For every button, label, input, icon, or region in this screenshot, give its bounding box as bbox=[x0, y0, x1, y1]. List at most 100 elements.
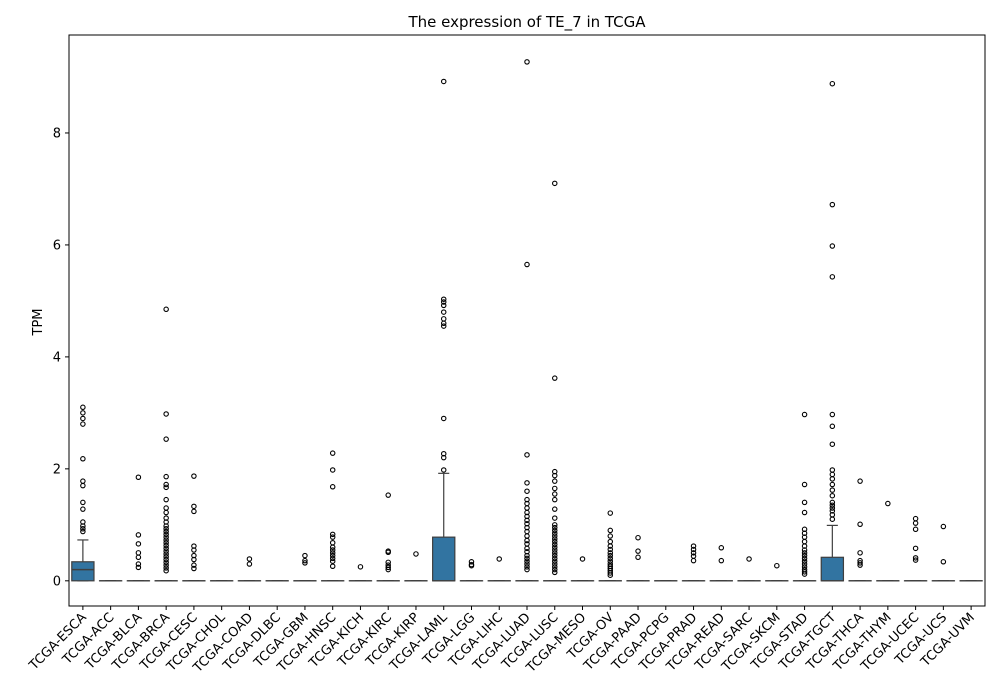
outlier-point bbox=[440, 415, 447, 422]
outlier-point bbox=[163, 306, 169, 313]
outlier-point bbox=[163, 528, 169, 535]
outlier-point bbox=[191, 562, 197, 568]
outlier-point bbox=[552, 566, 558, 573]
outlier-point bbox=[385, 549, 391, 556]
outlier-point bbox=[801, 547, 808, 553]
outlier-point bbox=[524, 488, 530, 494]
outlier-point bbox=[607, 546, 614, 553]
outlier-point bbox=[607, 552, 614, 559]
chart-title: The expression of TE_7 in TCGA bbox=[407, 13, 646, 32]
outlier-point bbox=[607, 533, 614, 539]
y-tick-label: 0 bbox=[53, 574, 61, 589]
outlier-point bbox=[552, 558, 558, 564]
outlier-point bbox=[302, 557, 308, 564]
outlier-point bbox=[163, 534, 169, 540]
outlier-point bbox=[357, 564, 364, 570]
outlier-point bbox=[163, 553, 169, 560]
outlier-point bbox=[440, 296, 447, 302]
outlier-point bbox=[829, 505, 836, 511]
outlier-point bbox=[524, 566, 530, 573]
outlier-point bbox=[552, 524, 558, 531]
outlier-point bbox=[801, 552, 808, 559]
outlier-point bbox=[80, 482, 86, 489]
outlier-point bbox=[191, 508, 197, 515]
outlier-point bbox=[524, 452, 530, 458]
outlier-point bbox=[163, 542, 169, 549]
outlier-point bbox=[801, 561, 808, 567]
outlier-point bbox=[329, 558, 336, 564]
outlier-point bbox=[496, 556, 502, 562]
outlier-point bbox=[163, 556, 169, 563]
outlier-point bbox=[163, 565, 169, 571]
outlier-point bbox=[801, 509, 808, 516]
outlier-point bbox=[163, 539, 169, 546]
outlier-point bbox=[552, 496, 558, 503]
outlier-point bbox=[912, 526, 919, 533]
outlier-point bbox=[163, 496, 169, 503]
outlier-point bbox=[191, 473, 197, 479]
outlier-point bbox=[552, 485, 558, 492]
outlier-point bbox=[163, 523, 169, 529]
outlier-point bbox=[690, 546, 697, 553]
outlier-point bbox=[774, 562, 780, 569]
outlier-point bbox=[552, 550, 558, 556]
box-iqr bbox=[820, 556, 845, 582]
outlier-point bbox=[163, 567, 169, 574]
outlier-point bbox=[857, 521, 863, 528]
outlier-point bbox=[552, 564, 558, 570]
outlier-point bbox=[163, 545, 169, 552]
outlier-point bbox=[552, 375, 558, 381]
outlier-point bbox=[80, 415, 86, 422]
outlier-point bbox=[552, 544, 558, 550]
outlier-point bbox=[135, 532, 142, 538]
outlier-point bbox=[829, 201, 836, 208]
outlier-point bbox=[191, 556, 197, 563]
outlier-point bbox=[80, 456, 86, 462]
outlier-point bbox=[857, 560, 863, 566]
outlier-point bbox=[385, 564, 391, 571]
outlier-point bbox=[329, 544, 336, 550]
outlier-point bbox=[163, 562, 169, 568]
outlier-point bbox=[329, 550, 336, 556]
outlier-point bbox=[912, 520, 919, 526]
outlier-point bbox=[191, 547, 197, 553]
outlier-point bbox=[440, 302, 447, 309]
outlier-point bbox=[524, 564, 530, 570]
outlier-point bbox=[857, 478, 863, 484]
box-iqr bbox=[432, 536, 456, 582]
outlier-point bbox=[635, 534, 641, 541]
outlier-point bbox=[690, 543, 697, 549]
outlier-point bbox=[940, 559, 947, 565]
outlier-point bbox=[579, 556, 586, 562]
outlier-point bbox=[607, 555, 614, 562]
outlier-point bbox=[440, 323, 447, 329]
outlier-point bbox=[718, 545, 725, 551]
y-tick-label: 2 bbox=[53, 462, 61, 477]
outlier-point bbox=[552, 522, 558, 528]
outlier-point bbox=[413, 551, 419, 557]
outlier-point bbox=[524, 480, 530, 486]
outlier-point bbox=[801, 481, 808, 488]
outlier-point bbox=[829, 476, 836, 482]
outlier-point bbox=[607, 570, 614, 576]
outlier-point bbox=[885, 500, 891, 507]
outlier-point bbox=[829, 487, 836, 493]
outlier-point bbox=[552, 180, 558, 187]
outlier-point bbox=[246, 556, 253, 562]
outlier-point bbox=[552, 478, 558, 484]
outlier-point bbox=[524, 552, 530, 559]
outlier-point bbox=[440, 454, 447, 461]
outlier-point bbox=[801, 571, 808, 577]
outlier-point bbox=[829, 274, 836, 280]
outlier-point bbox=[912, 557, 919, 563]
outlier-point bbox=[552, 569, 558, 576]
outlier-point bbox=[163, 509, 169, 516]
outlier-point bbox=[524, 555, 530, 562]
outlier-point bbox=[552, 541, 558, 548]
outlier-point bbox=[552, 515, 558, 521]
outlier-point bbox=[80, 528, 86, 535]
outlier-point bbox=[468, 562, 475, 569]
outlier-point bbox=[801, 499, 808, 506]
